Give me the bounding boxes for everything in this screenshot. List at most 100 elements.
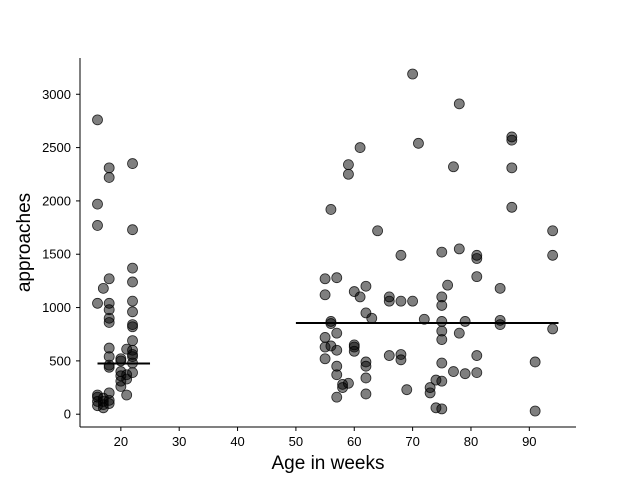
y-tick-label: 2000 bbox=[42, 193, 71, 208]
data-point bbox=[331, 327, 343, 339]
data-point bbox=[360, 388, 372, 400]
data-point bbox=[529, 405, 541, 417]
data-point bbox=[547, 225, 559, 237]
data-point bbox=[127, 306, 138, 318]
y-tick-label: 2500 bbox=[42, 140, 71, 155]
y-axis-label: approaches bbox=[14, 193, 35, 292]
x-tick-label: 50 bbox=[289, 434, 303, 449]
data-point bbox=[529, 356, 541, 368]
points-layer bbox=[92, 68, 559, 417]
data-point bbox=[413, 137, 424, 149]
data-point bbox=[127, 367, 138, 379]
data-point bbox=[115, 381, 127, 392]
x-tick-label: 90 bbox=[522, 434, 536, 449]
x-tick-label: 80 bbox=[464, 434, 478, 449]
x-tick-label: 30 bbox=[172, 434, 186, 449]
data-point bbox=[354, 291, 366, 303]
x-tick-label: 60 bbox=[347, 434, 361, 449]
data-point bbox=[506, 201, 518, 213]
x-tick-label: 40 bbox=[230, 434, 244, 449]
data-point bbox=[343, 159, 354, 171]
data-point bbox=[343, 168, 354, 180]
data-point bbox=[547, 249, 559, 261]
data-point bbox=[127, 295, 138, 307]
data-point bbox=[436, 334, 448, 345]
y-tick-label: 1500 bbox=[42, 247, 71, 262]
data-point bbox=[103, 162, 115, 174]
data-point bbox=[494, 319, 506, 331]
data-point bbox=[319, 289, 331, 301]
data-point bbox=[127, 276, 138, 288]
data-point bbox=[127, 321, 138, 333]
data-point bbox=[92, 198, 103, 210]
data-point bbox=[453, 327, 465, 339]
x-tick-label: 20 bbox=[114, 434, 128, 449]
data-point bbox=[395, 249, 407, 261]
data-point bbox=[471, 367, 483, 379]
data-point bbox=[436, 357, 448, 369]
data-point bbox=[360, 372, 372, 384]
x-tick-label: 70 bbox=[405, 434, 419, 449]
data-point bbox=[348, 345, 360, 357]
data-point bbox=[459, 316, 471, 327]
data-point bbox=[459, 368, 471, 380]
y-tick-label: 1000 bbox=[42, 300, 71, 315]
data-point bbox=[127, 224, 138, 236]
data-point bbox=[471, 271, 483, 283]
data-point bbox=[103, 317, 115, 328]
data-point bbox=[436, 375, 448, 387]
data-point bbox=[92, 297, 103, 309]
data-point bbox=[436, 300, 448, 311]
data-point bbox=[401, 384, 413, 396]
data-point bbox=[127, 262, 138, 274]
data-point bbox=[383, 295, 395, 307]
y-tick-label: 0 bbox=[64, 407, 71, 422]
data-point bbox=[325, 204, 337, 215]
data-point bbox=[372, 225, 384, 237]
data-point bbox=[103, 273, 115, 285]
data-point bbox=[127, 335, 138, 347]
data-point bbox=[471, 350, 483, 361]
data-point bbox=[331, 369, 343, 381]
data-point bbox=[354, 142, 366, 153]
data-point bbox=[319, 332, 331, 343]
data-point bbox=[103, 172, 115, 183]
y-tick-label: 500 bbox=[49, 353, 71, 368]
data-point bbox=[506, 162, 518, 174]
data-point bbox=[418, 313, 430, 325]
data-point bbox=[331, 272, 343, 284]
x-ticks: 20 30 40 50 60 70 80 90 bbox=[114, 427, 537, 449]
x-axis-label: Age in weeks bbox=[271, 453, 384, 474]
y-ticks: 0 500 1000 1500 2000 2500 3000 bbox=[42, 87, 80, 422]
data-point bbox=[506, 134, 518, 146]
data-point bbox=[395, 354, 407, 366]
data-point bbox=[360, 280, 372, 292]
data-point bbox=[319, 353, 331, 365]
data-point bbox=[360, 360, 372, 372]
data-point bbox=[383, 350, 395, 361]
data-point bbox=[127, 158, 138, 169]
data-point bbox=[395, 295, 407, 307]
data-point bbox=[92, 220, 103, 231]
y-tick-label: 3000 bbox=[42, 87, 71, 102]
data-point bbox=[494, 282, 506, 294]
data-point bbox=[453, 98, 465, 110]
data-point bbox=[331, 391, 343, 403]
data-point bbox=[92, 114, 103, 126]
data-point bbox=[343, 377, 354, 389]
data-point bbox=[436, 316, 448, 327]
data-point bbox=[121, 389, 133, 401]
data-point bbox=[424, 387, 436, 399]
data-point bbox=[448, 366, 459, 377]
data-point bbox=[366, 312, 378, 324]
data-point bbox=[97, 282, 109, 294]
data-point bbox=[407, 68, 419, 80]
median-lines bbox=[97, 322, 559, 365]
data-point bbox=[103, 361, 115, 373]
data-point bbox=[436, 246, 448, 258]
data-point bbox=[331, 344, 343, 356]
data-point bbox=[547, 323, 559, 335]
data-point bbox=[448, 161, 459, 173]
data-point bbox=[103, 398, 115, 409]
